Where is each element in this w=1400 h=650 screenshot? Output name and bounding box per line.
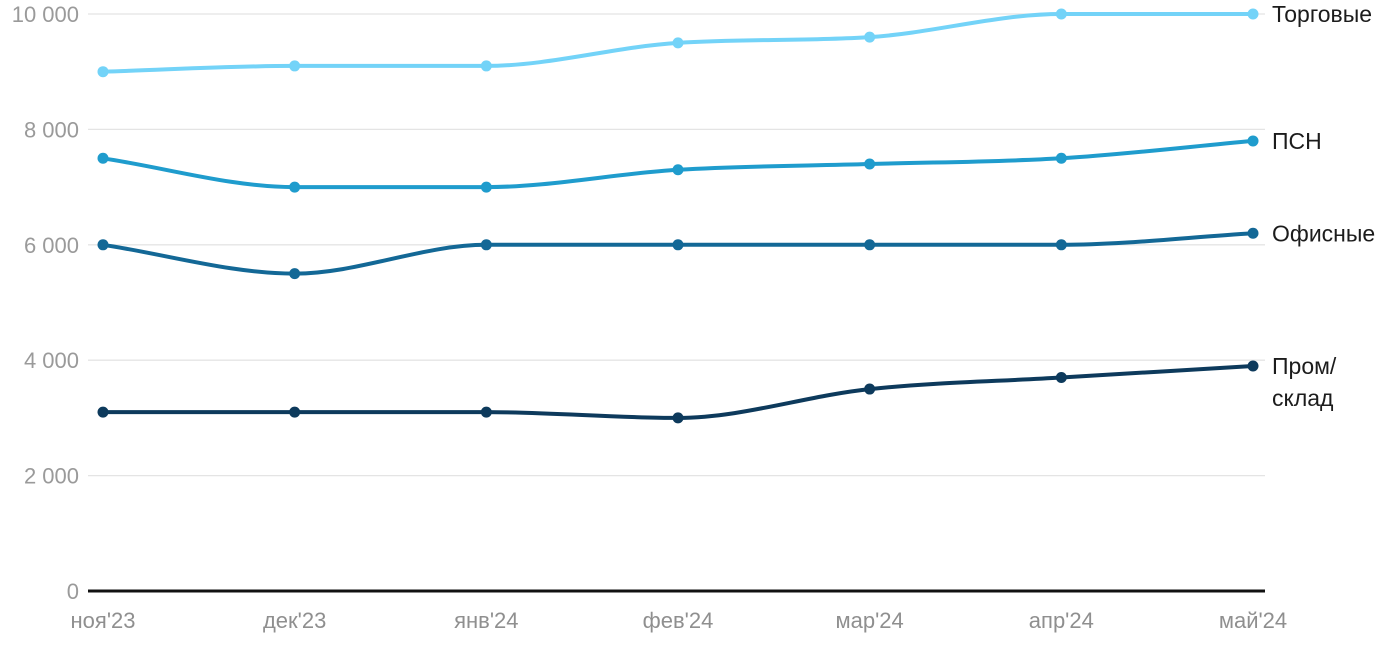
x-tick-label: май'24 — [1219, 608, 1287, 633]
series-label: Офисные — [1272, 220, 1375, 246]
series-label: Пром/ — [1272, 353, 1337, 379]
x-tick-label: ноя'23 — [71, 608, 136, 633]
y-tick-label: 4 000 — [24, 348, 79, 373]
series-line-3 — [101, 364, 1255, 420]
y-tick-label: 2 000 — [24, 464, 79, 489]
series-label: Торговые — [1272, 1, 1372, 27]
data-point — [1247, 360, 1259, 372]
data-point — [1055, 152, 1067, 164]
data-point — [1247, 135, 1259, 147]
x-tick-label: янв'24 — [454, 608, 518, 633]
data-point — [480, 60, 492, 72]
data-point — [864, 158, 876, 170]
series-label: ПСН — [1272, 128, 1322, 154]
data-point — [289, 60, 301, 72]
y-tick-label: 8 000 — [24, 117, 79, 142]
data-point — [864, 31, 876, 43]
data-point — [1055, 372, 1067, 384]
data-point — [864, 383, 876, 395]
data-point — [672, 239, 684, 251]
data-point — [97, 406, 109, 418]
data-point — [864, 239, 876, 251]
data-point — [289, 268, 301, 280]
series-line-1 — [101, 138, 1255, 190]
data-point — [289, 406, 301, 418]
data-point — [672, 37, 684, 49]
x-tick-label: апр'24 — [1029, 608, 1094, 633]
data-point — [1247, 8, 1259, 20]
x-tick-label: дек'23 — [263, 608, 326, 633]
y-tick-label: 10 000 — [12, 2, 79, 27]
data-point — [672, 164, 684, 176]
data-point — [289, 181, 301, 193]
data-point — [97, 66, 109, 78]
data-point — [1247, 227, 1259, 239]
y-tick-label: 0 — [67, 579, 79, 604]
y-tick-label: 6 000 — [24, 233, 79, 258]
series-label: склад — [1272, 385, 1334, 411]
data-point — [480, 181, 492, 193]
data-point — [480, 406, 492, 418]
x-tick-label: фев'24 — [643, 608, 714, 633]
data-point — [672, 412, 684, 424]
data-point — [480, 239, 492, 251]
data-point — [1055, 239, 1067, 251]
data-point — [97, 152, 109, 164]
data-point — [97, 239, 109, 251]
x-tick-label: мар'24 — [836, 608, 904, 633]
data-point — [1055, 8, 1067, 20]
